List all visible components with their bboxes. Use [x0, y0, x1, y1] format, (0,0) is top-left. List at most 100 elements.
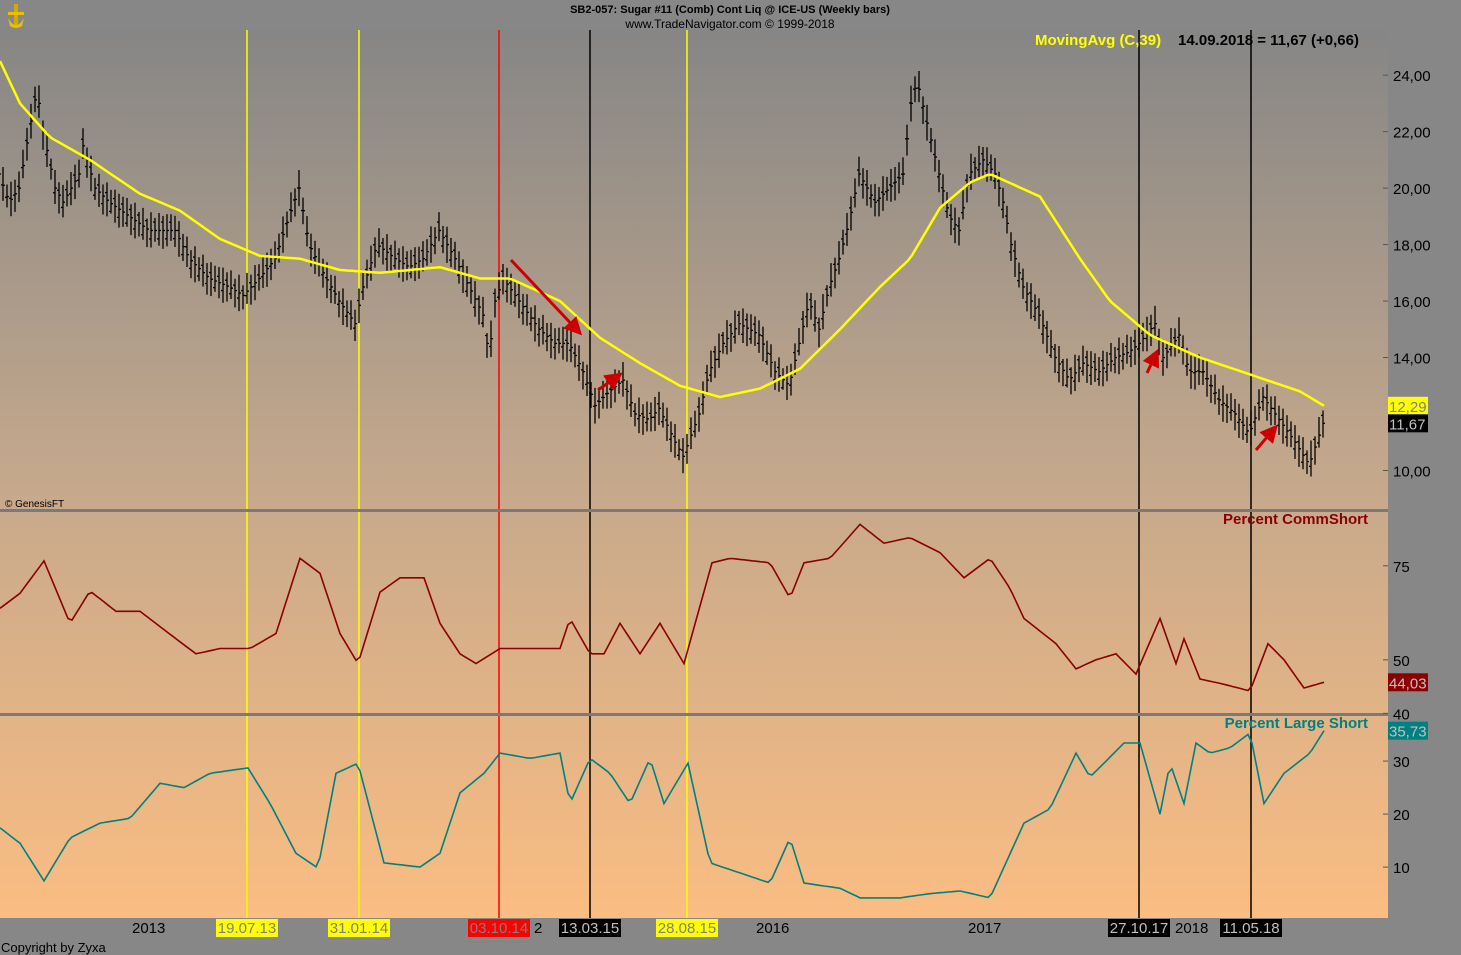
price-bar	[117, 193, 121, 228]
date-marker-label: 19.07.13	[218, 920, 276, 937]
price-bar	[1305, 450, 1309, 475]
price-bar	[505, 267, 509, 303]
date-marker-badge	[468, 919, 530, 937]
plot-background	[0, 30, 1388, 918]
price-bar	[57, 182, 61, 214]
price-bar	[1193, 356, 1197, 390]
price-bar	[177, 221, 181, 257]
price-bar	[157, 212, 161, 246]
price-bar	[1117, 337, 1121, 375]
price-bar	[465, 265, 469, 297]
price-bar	[341, 288, 345, 325]
price-bar	[993, 157, 997, 189]
price-bar	[549, 322, 553, 359]
price-bar	[1093, 353, 1097, 383]
price-bar	[1201, 358, 1205, 385]
date-marker-badge	[559, 919, 621, 937]
price-bar	[1029, 283, 1033, 319]
price-bar	[305, 216, 309, 247]
price-bar	[745, 313, 749, 347]
date-marker-label: 03.10.14	[470, 920, 528, 937]
price-bar	[237, 274, 241, 312]
marker-lines	[246, 30, 1252, 918]
price-bar	[1189, 355, 1193, 389]
date-marker-label: 13.03.15	[561, 920, 619, 937]
price-bar	[973, 157, 977, 182]
axis-label: 20	[1393, 807, 1410, 824]
price-bar	[1, 167, 5, 201]
price-bar	[1245, 416, 1249, 443]
price-bar	[761, 326, 765, 362]
last-quote: 14.09.2018 = 11,67 (+0,66)	[1178, 32, 1359, 49]
large-short-legend: Percent Large Short	[1225, 715, 1368, 732]
price-bar	[433, 227, 437, 255]
price-bar	[469, 277, 473, 304]
price-bar	[153, 217, 157, 242]
price-bar	[585, 364, 589, 396]
price-bar	[869, 184, 873, 208]
year-label: 2016	[756, 920, 789, 937]
price-bar	[1269, 396, 1273, 426]
price-bar	[1121, 342, 1125, 370]
price-bar	[1013, 240, 1017, 277]
price-bar	[1261, 387, 1265, 411]
price-bar	[693, 410, 697, 438]
year-label: 2017	[968, 920, 1001, 937]
price-bar	[253, 265, 257, 301]
date-marker-label: 31.01.14	[330, 920, 388, 937]
price-bar	[61, 184, 65, 218]
price-bar	[1037, 298, 1041, 329]
price-bar	[813, 300, 817, 332]
price-bar	[373, 237, 377, 268]
price-bar	[229, 270, 233, 300]
price-bar	[1233, 398, 1237, 431]
panel-divider	[0, 509, 1388, 512]
price-bar	[97, 173, 101, 207]
price-bar	[781, 368, 785, 390]
price-bar	[1173, 328, 1177, 357]
price-bar	[717, 333, 721, 368]
price-bar	[581, 361, 585, 390]
price-bar	[205, 263, 209, 295]
price-bar	[33, 86, 37, 113]
price-bar	[21, 149, 25, 179]
price-bar	[445, 226, 449, 263]
price-bar	[409, 249, 413, 279]
price-bar	[845, 212, 849, 246]
price-bar	[789, 363, 793, 396]
time-axis: 2013 2 2016 2017 2018 19.07.13 31.01.14 03.10.1…	[132, 919, 1282, 937]
watermark: © GenesisFT	[5, 499, 64, 510]
price-bar	[149, 212, 153, 248]
price-bar	[645, 401, 649, 432]
price-bar	[825, 285, 829, 307]
price-bar	[769, 344, 773, 378]
price-bar	[457, 251, 461, 284]
price-bar	[1197, 354, 1201, 385]
price-bar	[241, 285, 245, 310]
comm-short-legend: Percent CommShort	[1223, 511, 1368, 528]
price-bar	[661, 402, 665, 428]
price-bar	[1217, 388, 1221, 415]
panel-divider	[0, 713, 1388, 716]
price-bar	[533, 305, 537, 342]
axis-label: 24,00	[1393, 68, 1431, 85]
price-bar	[485, 333, 489, 358]
price-bar	[105, 182, 109, 217]
price-bar	[321, 258, 325, 288]
price-bar	[189, 250, 193, 279]
price-bar	[949, 204, 953, 236]
price-bar	[1057, 346, 1061, 383]
price-bar	[137, 211, 141, 237]
date-marker-label: 28.08.15	[658, 920, 716, 937]
price-bar	[473, 281, 477, 317]
price-bar	[197, 257, 201, 282]
price-bar	[369, 245, 373, 281]
price-bar	[653, 396, 657, 432]
price-bar	[1005, 205, 1009, 234]
price-bar	[541, 314, 545, 345]
price-bar	[1289, 421, 1293, 448]
price-bar	[713, 346, 717, 378]
price-bar	[1133, 329, 1137, 365]
price-bar	[573, 343, 577, 368]
